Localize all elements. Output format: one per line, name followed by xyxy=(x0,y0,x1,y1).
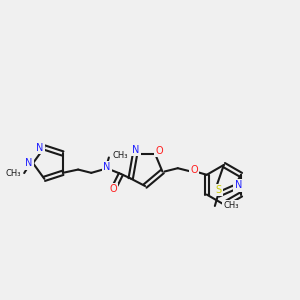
Text: CH₃: CH₃ xyxy=(112,151,128,160)
Text: CH₃: CH₃ xyxy=(5,169,21,178)
Text: O: O xyxy=(110,184,117,194)
Text: N: N xyxy=(132,145,140,155)
Text: CH₃: CH₃ xyxy=(224,202,239,211)
Text: N: N xyxy=(36,142,44,152)
Text: N: N xyxy=(25,158,32,168)
Text: N: N xyxy=(235,181,242,190)
Text: N: N xyxy=(103,162,110,172)
Text: O: O xyxy=(190,165,198,176)
Text: O: O xyxy=(156,146,164,156)
Text: S: S xyxy=(216,185,222,195)
